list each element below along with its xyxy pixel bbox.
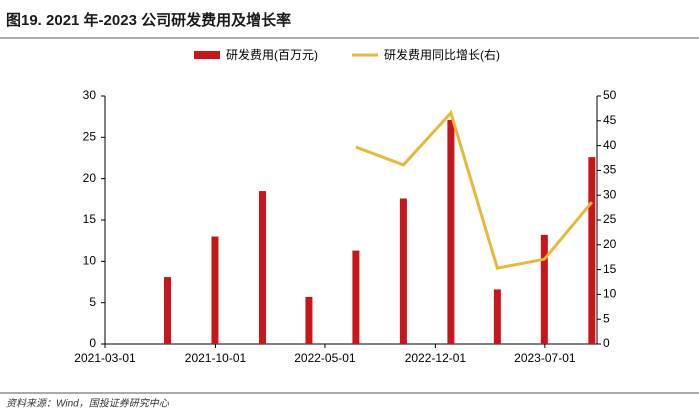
legend-label: 研发费用同比增长(右) (384, 47, 500, 62)
y2-tick-label: 10 (603, 287, 617, 301)
y2-tick-label: 35 (603, 163, 617, 177)
y2-tick-label: 15 (603, 262, 617, 276)
y-tick-label: 20 (83, 171, 97, 185)
chart-title: 图19. 2021 年-2023 公司研发费用及增长率 (6, 11, 291, 29)
source: 资料来源：Wind，国投证券研究中心 (6, 398, 170, 410)
legend-label: 研发费用(百万元) (226, 47, 318, 62)
y2-tick-label: 40 (603, 138, 617, 152)
bar (588, 157, 596, 344)
y-tick-label: 15 (83, 212, 97, 226)
y-tick-label: 10 (83, 254, 97, 268)
line (355, 109, 593, 270)
bar (258, 191, 266, 344)
y-tick-label: 5 (89, 295, 96, 309)
bar (540, 234, 548, 344)
y2-tick-label: 50 (603, 88, 617, 102)
y2-tick-label: 20 (603, 237, 617, 251)
y2-tick-label: 0 (603, 336, 610, 350)
y2-tick-label: 25 (603, 212, 617, 226)
y2-tick-label: 5 (603, 311, 610, 325)
y-tick-label: 25 (83, 130, 97, 144)
legend-swatch (194, 51, 220, 59)
bar (211, 236, 219, 344)
x-tick-label: 2022-12-01 (405, 351, 467, 365)
x-tick-label: 2021-10-01 (185, 351, 247, 365)
y2-tick-label: 45 (603, 113, 617, 127)
bar (305, 296, 313, 344)
x-tick-label: 2023-07-01 (514, 351, 576, 365)
x-tick-label: 2022-05-01 (294, 351, 356, 365)
x-tick-label: 2021-03-01 (74, 351, 136, 365)
bar (493, 289, 501, 344)
bar (399, 198, 407, 344)
bar (352, 250, 360, 344)
y-tick-label: 30 (83, 88, 97, 102)
bar (163, 277, 171, 344)
bar (447, 119, 455, 345)
y-tick-label: 0 (89, 336, 96, 350)
y2-tick-label: 30 (603, 187, 617, 201)
